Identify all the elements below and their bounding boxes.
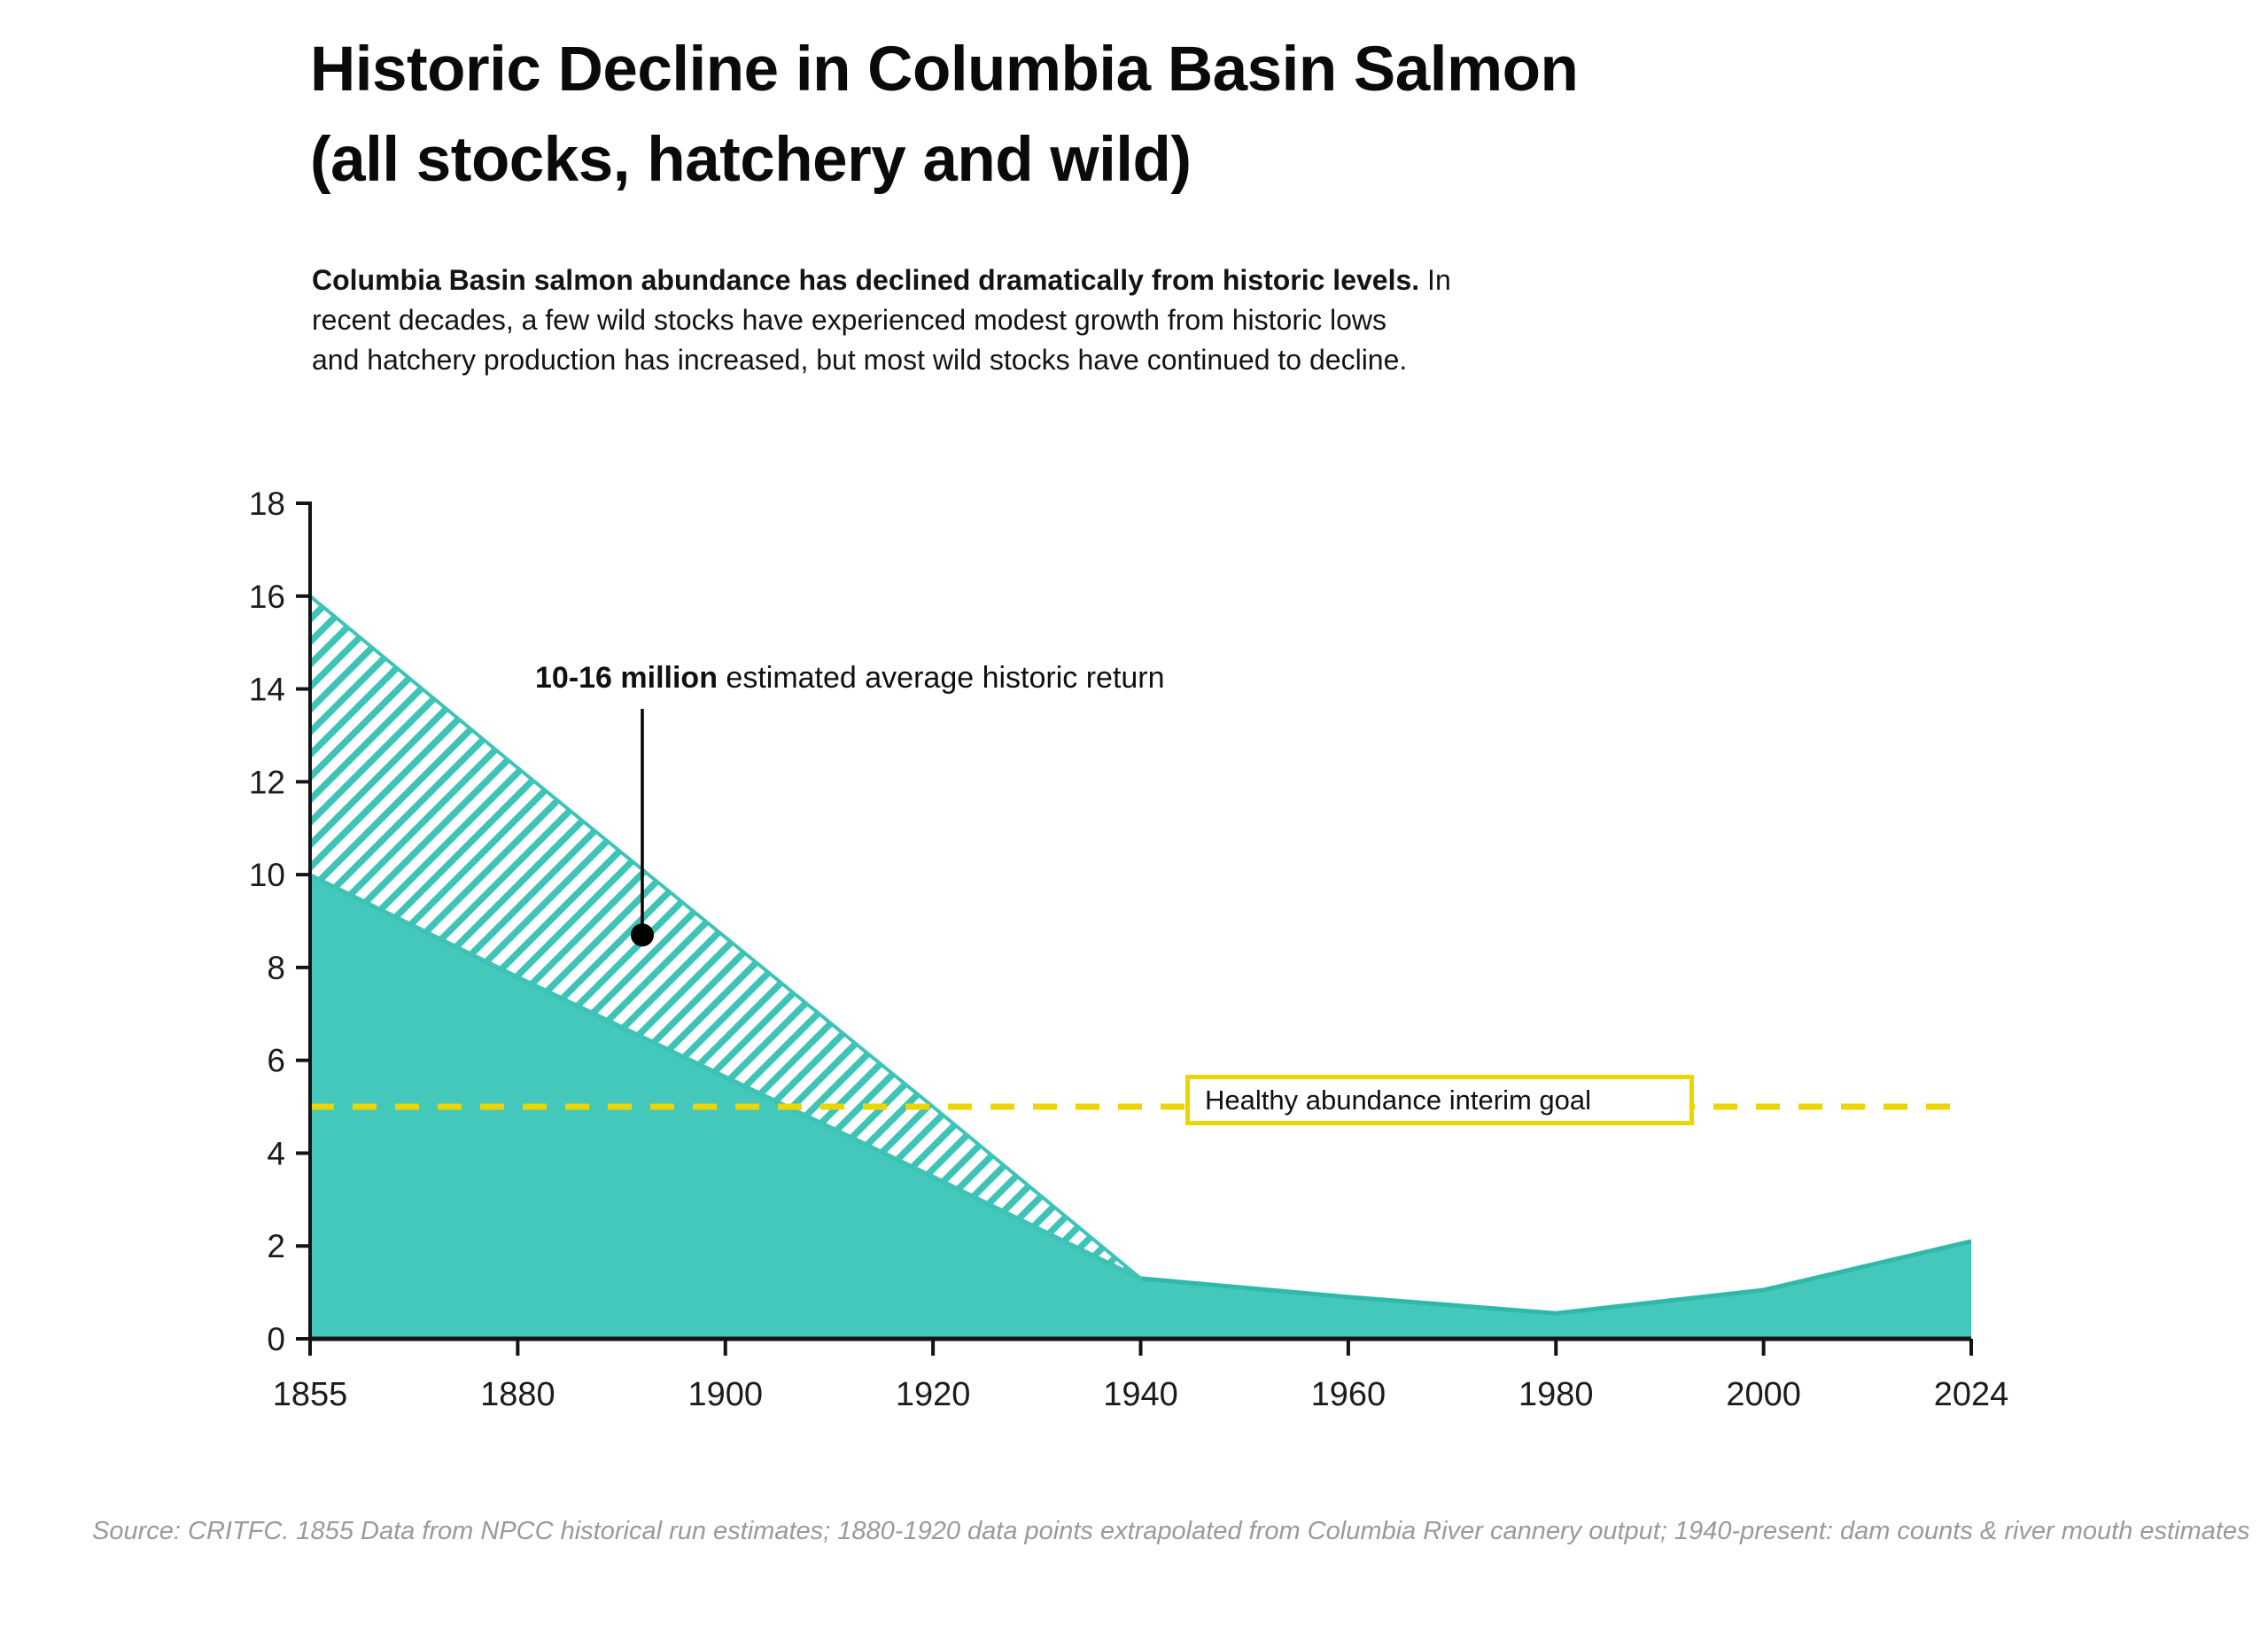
x-tick-label-1980: 1980 [1518, 1376, 1594, 1413]
x-tick-label-1880: 1880 [480, 1376, 555, 1413]
y-tick-label-18: 18 [249, 486, 285, 522]
subtitle-line3: and hatchery production has increased, b… [312, 344, 1408, 376]
y-tick-label-12: 12 [249, 764, 285, 800]
chart-title-line2: (all stocks, hatchery and wild) [310, 125, 1192, 196]
annotation-bold-text: 10-16 million [535, 661, 718, 695]
chart-subtitle: Columbia Basin salmon abundance has decl… [312, 261, 1451, 380]
y-tick-label-6: 6 [267, 1043, 285, 1079]
hatched-band-historic-range [308, 594, 1143, 1280]
goal-label-box: Healthy abundance interim goal [1185, 1075, 1694, 1125]
subtitle-bold-text: Columbia Basin salmon abundance has decl… [312, 264, 1420, 296]
historic-return-annotation: 10-16 million estimated average historic… [535, 661, 1165, 696]
y-tick-label-14: 14 [249, 672, 285, 708]
y-tick-label-4: 4 [267, 1135, 285, 1171]
subtitle-line2: recent decades, a few wild stocks have e… [312, 304, 1386, 336]
chart-title-line1: Historic Decline in Columbia Basin Salmo… [310, 35, 1579, 105]
x-tick-label-2000: 2000 [1726, 1376, 1801, 1413]
source-note: Source: CRITFC. 1855 Data from NPCC hist… [92, 1517, 2250, 1545]
x-tick-label-1960: 1960 [1311, 1376, 1386, 1413]
chart-title: Historic Decline in Columbia Basin Salmo… [310, 25, 1579, 206]
x-tick-label-1940: 1940 [1103, 1376, 1178, 1413]
y-tick-label-16: 16 [249, 579, 285, 615]
subtitle-line1: Columbia Basin salmon abundance has decl… [312, 261, 1451, 300]
annotation-point-dot [631, 923, 654, 947]
solid-area-salmon-return [310, 875, 1971, 1339]
subtitle-line1-rest: In [1419, 264, 1451, 296]
x-tick-label-1900: 1900 [687, 1376, 763, 1413]
y-tick-label-0: 0 [267, 1321, 285, 1357]
goal-label-text: Healthy abundance interim goal [1205, 1084, 1591, 1116]
annotation-rest-text: estimated average historic return [717, 661, 1165, 695]
x-tick-label-1855: 1855 [273, 1376, 348, 1413]
y-tick-label-2: 2 [267, 1228, 285, 1264]
y-tick-label-10: 10 [249, 857, 285, 893]
x-tick-label-2024: 2024 [1934, 1376, 2009, 1413]
x-tick-label-1920: 1920 [896, 1376, 971, 1413]
y-tick-label-8: 8 [267, 950, 285, 986]
